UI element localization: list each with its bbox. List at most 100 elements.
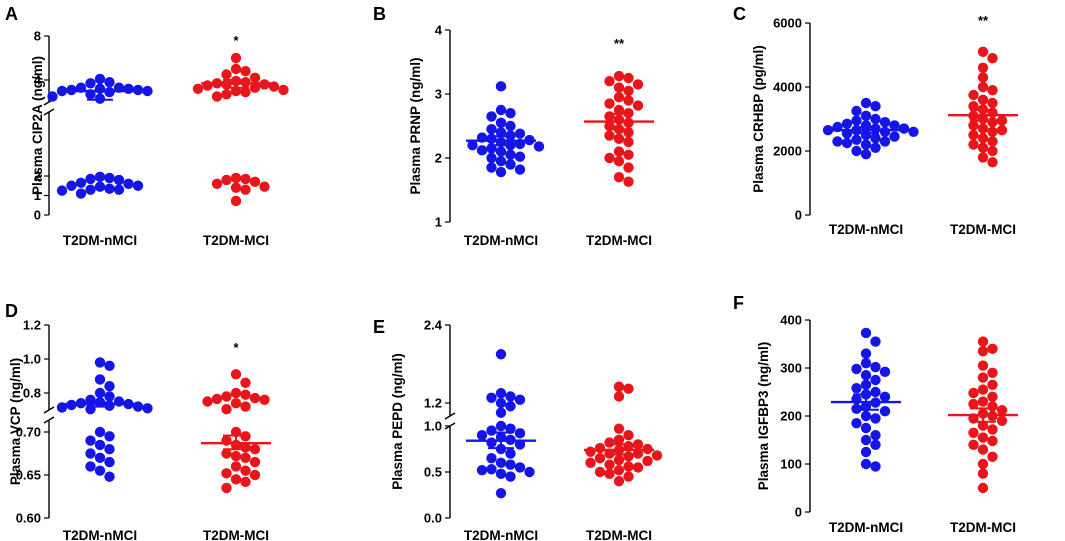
- data-point: [75, 177, 87, 189]
- data-point: [514, 151, 526, 162]
- data-point: [249, 469, 261, 481]
- data-point: [860, 97, 872, 109]
- data-point: [604, 111, 615, 122]
- data-point: [623, 176, 634, 187]
- data-point: [968, 129, 979, 141]
- data-point: [651, 450, 663, 461]
- data-point: [94, 426, 106, 438]
- data-point: [104, 431, 115, 442]
- data-point: [249, 456, 261, 468]
- data-point: [495, 104, 507, 116]
- data-point: [977, 420, 989, 431]
- data-point: [977, 432, 989, 443]
- data-point: [977, 123, 989, 134]
- data-point: [851, 382, 862, 394]
- data-point: [968, 139, 979, 150]
- data-point: [604, 152, 615, 164]
- data-point: [56, 185, 68, 196]
- data-point: [860, 446, 872, 458]
- data-point: [249, 176, 261, 188]
- data-point: [211, 178, 223, 189]
- y-tick-label: 400: [780, 313, 802, 328]
- data-point: [977, 152, 989, 163]
- data-point: [514, 394, 526, 405]
- data-point: [221, 391, 232, 402]
- data-point: [495, 457, 507, 468]
- data-point: [604, 459, 615, 470]
- data-point: [870, 461, 881, 472]
- significance-marker: **: [978, 13, 989, 28]
- y-tick-label: 2000: [773, 144, 802, 159]
- data-point: [613, 82, 625, 93]
- y-tick-label: 0.70: [16, 425, 41, 440]
- data-point: [977, 142, 989, 153]
- data-point: [977, 396, 989, 407]
- data-point: [860, 358, 872, 369]
- data-point: [987, 53, 998, 64]
- data-point: [202, 80, 213, 91]
- data-point: [505, 391, 516, 402]
- data-point: [476, 145, 488, 156]
- data-point: [85, 173, 96, 185]
- data-point: [860, 370, 872, 381]
- data-point: [230, 387, 242, 399]
- data-point: [249, 444, 261, 455]
- data-point: [841, 137, 853, 149]
- data-point: [977, 458, 989, 470]
- panel-letter: F: [733, 293, 744, 313]
- data-point: [977, 482, 989, 494]
- panel-b: B 1 2 3 4 Plasma PRNP (ng/ml) T2DM-nMCI T2DM-MC…: [373, 4, 654, 248]
- data-point: [104, 77, 115, 88]
- data-point: [486, 133, 497, 144]
- category-label: T2DM-nMCI: [829, 520, 903, 535]
- data-point: [104, 172, 115, 184]
- data-point: [860, 458, 872, 470]
- data-point: [623, 149, 634, 160]
- data-point: [977, 444, 989, 455]
- category-label: T2DM-nMCI: [464, 233, 538, 248]
- category-label: T2DM-nMCI: [63, 233, 137, 248]
- data-point: [987, 85, 998, 96]
- data-point: [486, 464, 497, 475]
- axis-break-mark: [444, 412, 456, 420]
- data-point: [75, 188, 87, 199]
- data-point: [623, 85, 634, 97]
- data-point: [604, 468, 615, 480]
- data-point: [889, 131, 900, 142]
- data-point: [104, 444, 115, 455]
- data-point: [505, 471, 516, 482]
- y-tick-label: 0: [795, 208, 802, 223]
- data-point: [870, 101, 881, 112]
- data-point: [613, 464, 625, 476]
- data-point: [851, 115, 862, 126]
- data-point: [202, 396, 213, 407]
- data-point: [467, 140, 478, 151]
- data-point: [987, 136, 998, 147]
- data-point: [240, 401, 251, 412]
- data-point: [486, 453, 497, 464]
- data-point: [613, 476, 625, 487]
- data-point: [104, 360, 115, 371]
- data-point: [987, 435, 998, 447]
- y-tick-label: 2: [435, 151, 442, 166]
- data-point: [870, 374, 881, 386]
- data-point: [860, 434, 872, 446]
- data-point: [860, 110, 872, 122]
- panel-letter: E: [373, 317, 385, 337]
- category-label: T2DM-MCI: [586, 528, 652, 541]
- panel-d: D 0.60 0.65 0.70 0.8 1.0 1.2 Plasma VCP (ng/ml)…: [5, 301, 271, 541]
- data-point: [968, 398, 979, 410]
- y-tick-label: 3: [435, 87, 442, 102]
- data-point: [613, 92, 625, 103]
- data-point: [211, 91, 223, 102]
- data-point: [142, 403, 153, 414]
- data-point: [860, 149, 872, 160]
- data-point: [495, 388, 507, 399]
- data-point: [987, 451, 998, 462]
- data-point: [104, 471, 115, 482]
- data-point: [613, 104, 625, 116]
- data-point: [505, 401, 516, 412]
- data-point: [889, 120, 900, 131]
- data-point: [860, 348, 872, 359]
- data-point: [613, 423, 625, 434]
